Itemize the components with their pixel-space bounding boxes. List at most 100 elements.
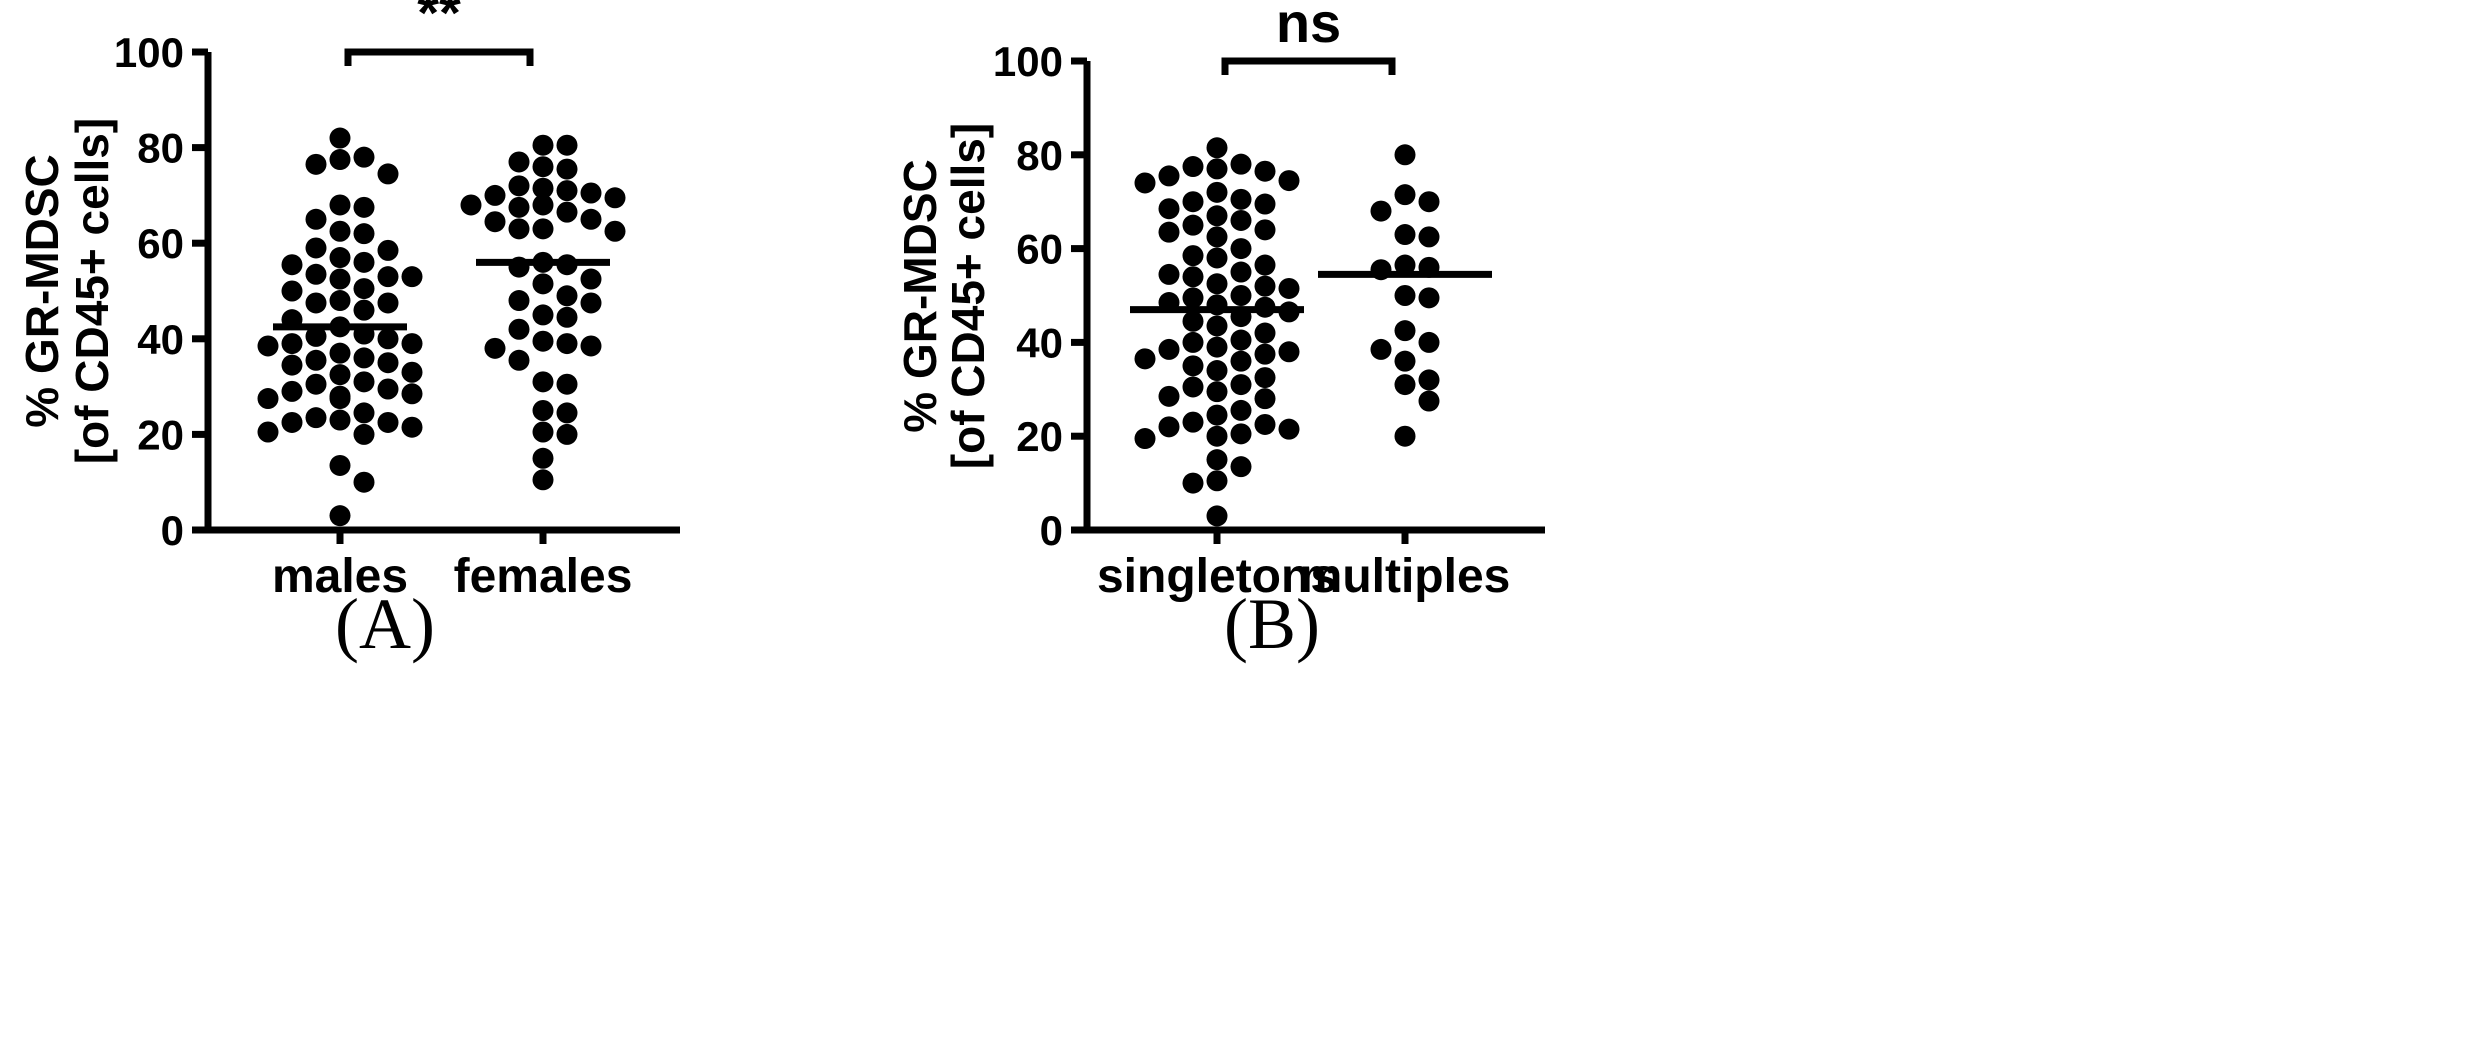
data-point-singletons	[1206, 336, 1228, 358]
data-point-singletons	[1278, 277, 1300, 299]
data-point-males	[377, 266, 399, 288]
data-point-singletons	[1254, 193, 1276, 215]
x-tick-label: males	[272, 550, 408, 603]
data-point-singletons	[1254, 254, 1276, 276]
data-point-females	[532, 194, 554, 216]
data-point-males	[305, 349, 327, 371]
data-point-singletons	[1206, 137, 1228, 159]
data-point-females	[508, 196, 530, 218]
data-point-females	[508, 151, 530, 173]
data-point-males	[305, 263, 327, 285]
data-point-singletons	[1206, 247, 1228, 269]
data-point-females	[556, 423, 578, 445]
data-point-females	[556, 158, 578, 180]
data-point-males	[305, 237, 327, 259]
data-point-males	[377, 163, 399, 185]
data-point-singletons	[1254, 413, 1276, 435]
data-point-females	[556, 402, 578, 424]
x-tick-label: females	[454, 550, 633, 603]
data-point-females	[532, 371, 554, 393]
y-tick-label: 0	[1040, 507, 1063, 554]
y-tick-label: 80	[1016, 132, 1063, 179]
data-point-females	[508, 318, 530, 340]
x-tick-label: singletons	[1097, 550, 1337, 603]
data-point-singletons	[1230, 399, 1252, 421]
data-point-females	[556, 285, 578, 307]
data-point-multiples	[1394, 285, 1416, 306]
data-point-males	[401, 266, 423, 288]
data-point-singletons	[1278, 418, 1300, 440]
data-point-singletons	[1206, 470, 1228, 492]
data-point-males	[329, 194, 351, 216]
data-point-singletons	[1278, 170, 1300, 192]
data-point-males	[257, 421, 279, 443]
data-point-singletons	[1230, 261, 1252, 283]
data-point-males	[401, 416, 423, 438]
data-point-singletons	[1182, 355, 1204, 377]
data-point-females	[532, 330, 554, 352]
data-point-males	[353, 278, 375, 300]
data-point-females	[532, 304, 554, 326]
data-point-singletons	[1254, 343, 1276, 365]
data-point-singletons	[1158, 165, 1180, 187]
data-point-singletons	[1182, 376, 1204, 398]
panel-label: (A)	[335, 584, 435, 664]
data-point-males	[401, 383, 423, 405]
data-point-males	[377, 292, 399, 314]
data-point-singletons	[1182, 472, 1204, 494]
data-point-multiples	[1418, 369, 1440, 391]
data-point-males	[401, 361, 423, 383]
y-tick-label: 60	[1016, 226, 1063, 273]
data-point-females	[532, 218, 554, 240]
data-point-males	[377, 411, 399, 433]
data-point-multiples	[1394, 374, 1416, 396]
data-point-males	[377, 378, 399, 400]
data-point-males	[257, 388, 279, 410]
data-point-females	[532, 273, 554, 295]
data-point-singletons	[1230, 238, 1252, 260]
data-point-males	[353, 251, 375, 273]
y-tick-label: 40	[137, 316, 184, 363]
data-point-males	[329, 149, 351, 171]
data-point-singletons	[1134, 428, 1156, 450]
data-point-females	[508, 175, 530, 197]
data-point-females	[556, 180, 578, 202]
data-point-females	[556, 306, 578, 328]
data-point-singletons	[1206, 158, 1228, 180]
data-point-females	[532, 421, 554, 443]
data-point-singletons	[1182, 156, 1204, 178]
data-point-singletons	[1206, 315, 1228, 337]
y-tick-label: 20	[1016, 413, 1063, 460]
y-axis-title-line1: % GR-MDSC	[894, 159, 946, 432]
data-point-females	[532, 447, 554, 469]
data-point-singletons	[1158, 338, 1180, 360]
data-point-males	[377, 239, 399, 261]
data-point-singletons	[1182, 266, 1204, 288]
data-point-multiples	[1394, 144, 1416, 166]
y-axis-title-line2: [of CD45+ cells]	[942, 123, 994, 469]
significance-label: **	[417, 0, 461, 44]
data-point-singletons	[1230, 350, 1252, 372]
data-point-singletons	[1230, 188, 1252, 210]
data-point-singletons	[1206, 226, 1228, 248]
data-point-females	[532, 469, 554, 491]
data-point-males	[305, 373, 327, 395]
data-point-males	[353, 347, 375, 369]
data-point-multiples	[1418, 390, 1440, 412]
data-point-females	[580, 292, 602, 314]
y-tick-label: 100	[993, 38, 1063, 85]
data-point-singletons	[1230, 456, 1252, 478]
data-point-males	[329, 127, 351, 149]
data-point-males	[281, 333, 303, 355]
significance-bracket	[344, 48, 534, 66]
data-point-males	[353, 402, 375, 424]
data-point-singletons	[1254, 388, 1276, 410]
data-point-females	[556, 134, 578, 156]
data-point-males	[281, 411, 303, 433]
y-axis-title-line1: % GR-MDSC	[16, 154, 68, 427]
y-axis-title-line2: [of CD45+ cells]	[66, 118, 118, 464]
data-point-females	[508, 218, 530, 240]
data-point-multiples	[1370, 338, 1392, 360]
